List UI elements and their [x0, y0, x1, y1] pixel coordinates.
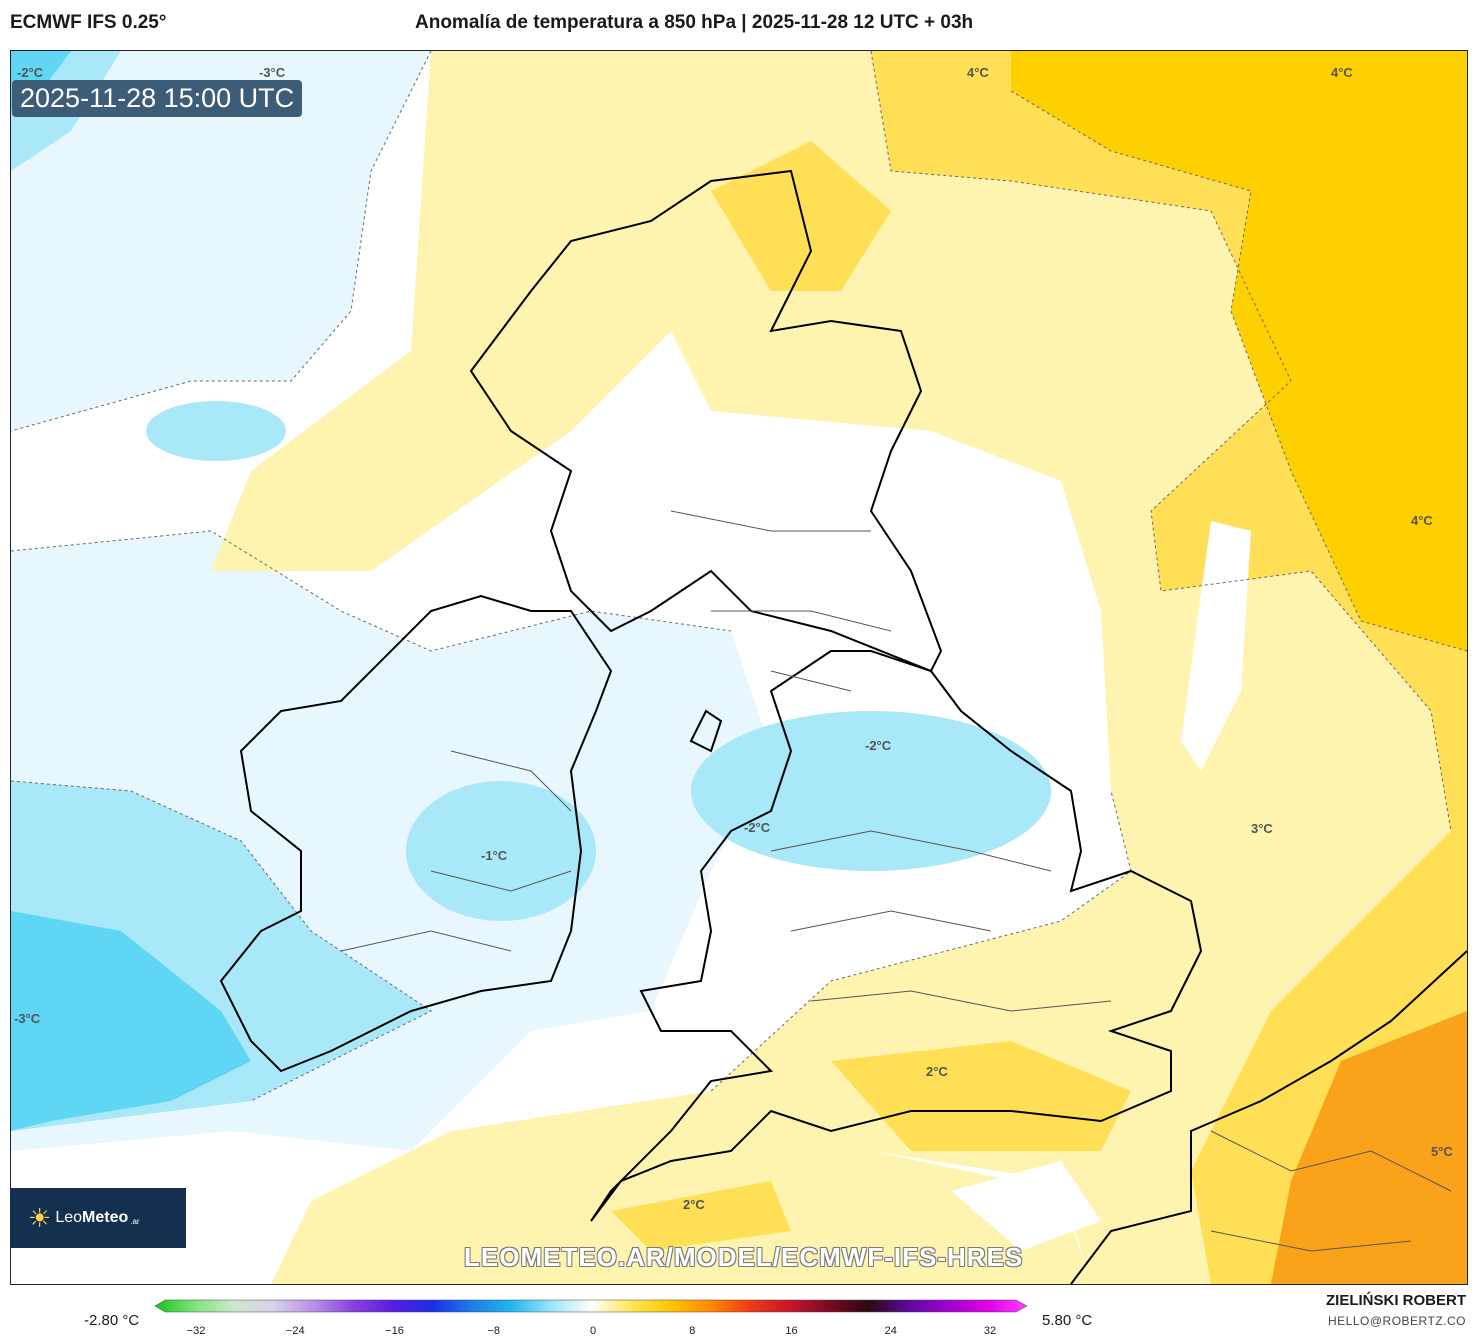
leometeo-logo[interactable]: ☀ LeoMeteo .ar	[10, 1188, 186, 1248]
warm-light-southwest	[271, 1091, 1091, 1284]
colorbar-tick-label: −8	[487, 1325, 501, 1337]
iso-label: 2°C	[926, 1064, 948, 1079]
iso-label: 2°C	[683, 1197, 705, 1212]
isolines	[11, 51, 1467, 1102]
colorbar-tick-label: 32	[983, 1325, 997, 1337]
coast-ireland	[219, 594, 613, 1073]
isoline-5	[710, 790, 1132, 1092]
colorbar-max-label: 5.80 °C	[1042, 1312, 1093, 1329]
isoline-4	[1010, 90, 1467, 652]
iso-label: -2°C	[744, 820, 771, 835]
author-name: ZIELIŃSKI ROBERT	[1325, 1292, 1466, 1309]
cold-deep-west	[11, 51, 251, 1131]
colorbar-gradient	[154, 1299, 1028, 1313]
colorbar-tick-label: 8	[689, 1325, 696, 1337]
colorbar-tick-label: −16	[385, 1325, 404, 1337]
warm-light-north	[211, 51, 1467, 1284]
warm-deep-east	[1011, 51, 1467, 651]
iso-label: -1°C	[481, 848, 508, 863]
coast-isle-of-man	[689, 709, 723, 753]
border-3	[670, 510, 892, 692]
warm-mid-scotland	[711, 141, 891, 291]
coast-france	[1070, 950, 1467, 1284]
valid-time-stamp: 2025-11-28 15:00 UTC	[12, 80, 303, 117]
border-2	[770, 830, 1112, 1012]
colorbar-tick-label: −32	[186, 1325, 206, 1337]
border-1	[340, 750, 572, 952]
logo-text: LeoMeteo	[55, 1209, 129, 1226]
isoline-3	[870, 51, 1452, 832]
author-contact[interactable]: HELLO@ROBERTZ.CO	[1328, 1314, 1466, 1328]
iso-label: -2°C	[17, 65, 44, 80]
iso-label: 5°C	[1431, 1144, 1453, 1159]
colorbar-tick-label: 24	[884, 1325, 897, 1337]
cold-blob-ireland	[406, 781, 596, 921]
cold-blob-england	[691, 711, 1051, 871]
colorbar-min-label: -2.80 °C	[84, 1312, 140, 1329]
coastlines	[219, 169, 1467, 1284]
colorbar: -2.80 °C 5.80 °C −32 −24 −16 −8 0 8 16 24 32	[0, 1296, 1475, 1339]
model-name: ECMWF IFS 0.25°	[10, 12, 167, 33]
admin-borders	[340, 510, 1452, 1252]
coast-england-wales	[590, 650, 1203, 1222]
iso-label: 4°C	[1331, 65, 1353, 80]
warm-mid-south-england	[831, 1041, 1131, 1151]
logo-tld: .ar	[130, 1216, 140, 1226]
anomaly-map: -2°C -3°C 4°C 4°C 4°C -2°C -2°C -1°C 3°C…	[10, 50, 1468, 1285]
colorbar-tick-label: 0	[589, 1325, 597, 1337]
colorbar-tick-label: 16	[785, 1325, 798, 1337]
border-4	[1210, 1130, 1452, 1252]
neutral-lobe-north-sea	[1181, 521, 1251, 771]
warm-mid-channel	[611, 1181, 791, 1251]
map-title: Anomalía de temperatura a 850 hPa | 2025…	[415, 12, 974, 33]
iso-label: 4°C	[1411, 513, 1433, 528]
sun-icon: ☀	[28, 1202, 52, 1233]
iso-label: -2°C	[865, 738, 892, 753]
hot-southeast	[1271, 1011, 1467, 1284]
iso-label: 3°C	[1251, 821, 1273, 836]
iso-label: 4°C	[967, 65, 989, 80]
isoline-1	[11, 51, 432, 432]
watermark-url: LEOMETEO.AR/MODEL/ECMWF-IFS-HRES	[464, 1242, 1024, 1272]
map-canvas	[11, 51, 1467, 1284]
isoline-2	[11, 530, 732, 652]
iso-label: -3°C	[14, 1011, 41, 1026]
iso-label: -3°C	[259, 65, 286, 80]
cold-mid-west	[11, 51, 431, 1131]
colorbar-tick-label: −24	[285, 1325, 305, 1337]
neutral-lobe-channel	[951, 1161, 1101, 1251]
cold-blob-atlantic	[146, 401, 286, 461]
coast-scotland	[469, 169, 943, 673]
